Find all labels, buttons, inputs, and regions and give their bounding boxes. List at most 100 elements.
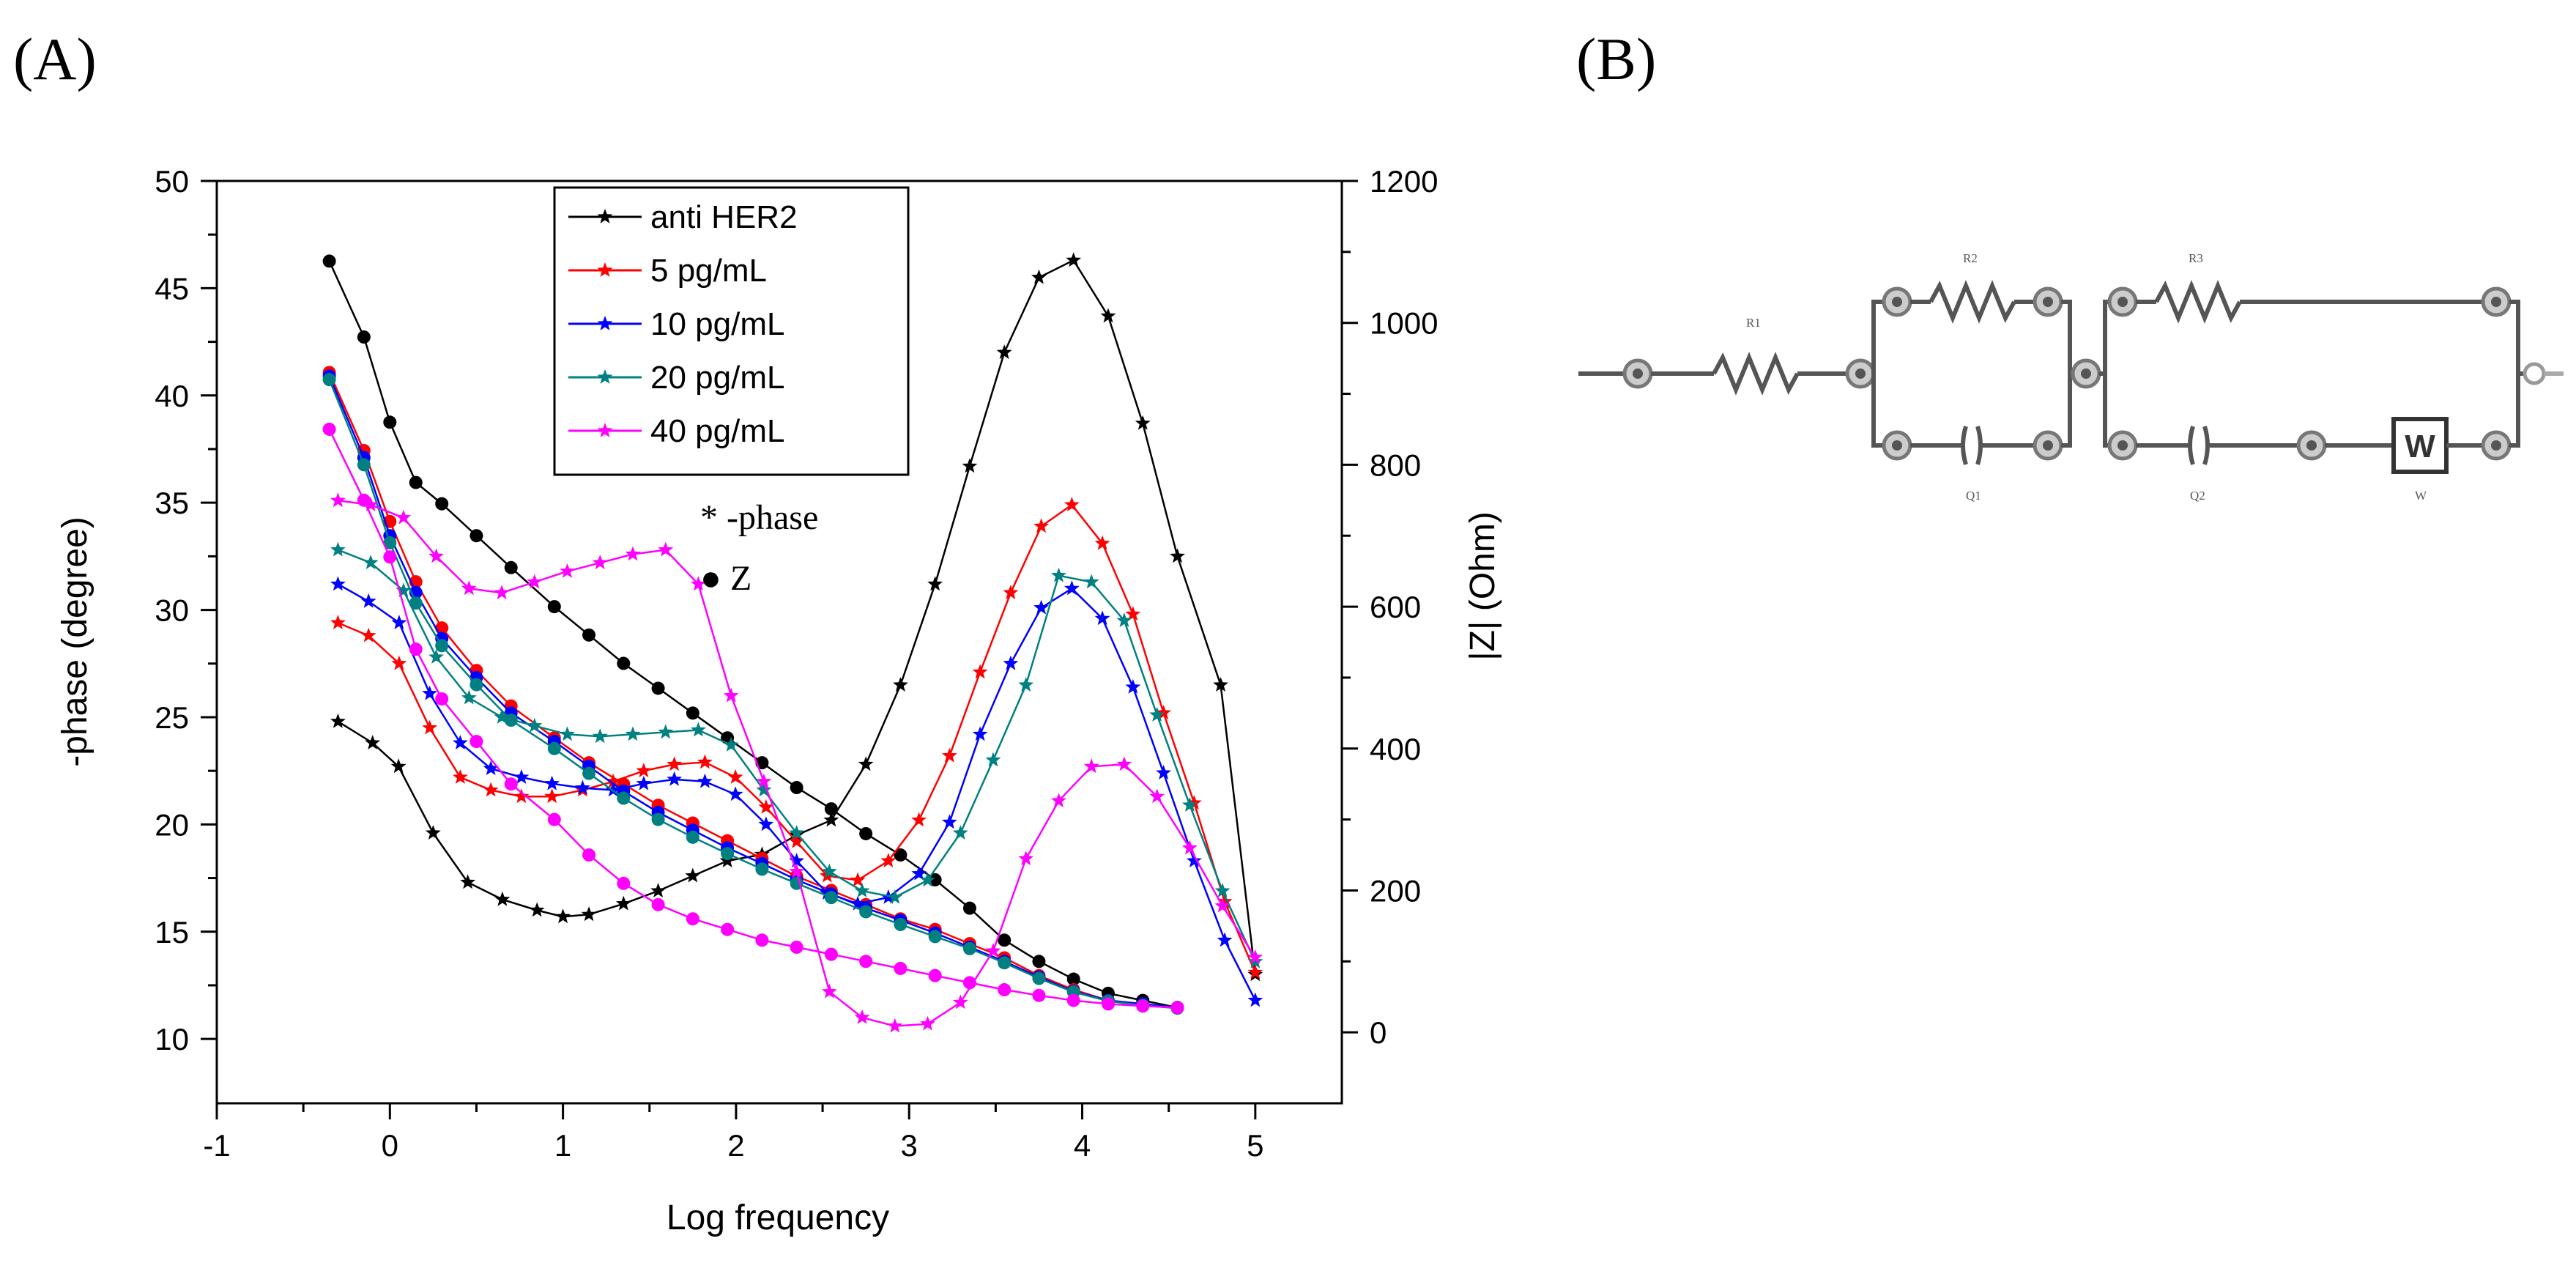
y-left-tick-label: 35 xyxy=(155,486,189,520)
z-point xyxy=(928,873,942,886)
node-6 xyxy=(2033,430,2063,461)
z-point xyxy=(617,791,631,805)
z-point xyxy=(859,905,873,919)
series-layer xyxy=(322,252,1263,1033)
phase-point xyxy=(1094,535,1110,550)
x-tick-label: -1 xyxy=(203,1128,230,1163)
z-point xyxy=(1101,997,1115,1011)
phase-point xyxy=(650,883,666,897)
z-point xyxy=(998,956,1012,970)
z-point xyxy=(1032,955,1046,968)
phase-point xyxy=(911,865,927,881)
x-axis-title: Log frequency xyxy=(667,1199,889,1237)
legend-marker xyxy=(597,262,613,277)
panel-label-b: (B) xyxy=(1576,26,1656,92)
phase-point xyxy=(1033,599,1050,615)
wire xyxy=(2099,300,2109,376)
phase-point xyxy=(887,889,903,904)
phase-point xyxy=(1149,707,1165,722)
phase-point xyxy=(396,582,412,598)
z-point xyxy=(686,830,699,844)
phase-point xyxy=(823,812,839,827)
phase-point xyxy=(756,782,772,797)
q1-label: Q1 xyxy=(1966,489,1981,503)
z-point xyxy=(721,847,735,861)
phase-point xyxy=(1214,883,1231,897)
phase-point xyxy=(952,994,968,1010)
phase-point xyxy=(1094,610,1110,626)
phase-point xyxy=(1064,580,1080,596)
z-point xyxy=(1066,993,1080,1007)
series-anti-her2 xyxy=(322,252,1263,1015)
z-point xyxy=(721,922,735,936)
node-11 xyxy=(2296,430,2327,461)
z-point xyxy=(686,706,699,720)
y-left-tick-label: 25 xyxy=(155,700,189,735)
phase-point xyxy=(727,786,743,801)
z-point xyxy=(435,497,449,511)
phase-point xyxy=(911,812,927,827)
phase-point xyxy=(1018,677,1034,692)
phase-point xyxy=(363,555,379,570)
legend-label: 20 pg/mL xyxy=(650,360,784,396)
phase-point xyxy=(1247,949,1263,964)
z-point xyxy=(435,692,449,705)
phase-point xyxy=(1003,585,1019,600)
z-point xyxy=(928,968,942,982)
phase-point xyxy=(789,833,805,848)
phase-point xyxy=(1247,992,1263,1007)
phase-point xyxy=(365,735,381,749)
z-point xyxy=(357,458,371,472)
y-right-tick-label: 800 xyxy=(1370,448,1421,482)
phase-point xyxy=(1125,679,1141,694)
phase-point xyxy=(636,775,652,790)
z-point xyxy=(790,781,803,795)
legend-marker xyxy=(597,423,613,437)
phase-point xyxy=(854,1009,870,1024)
phase-point xyxy=(893,677,908,692)
legend-note-phase: * -phase xyxy=(700,498,818,537)
z-point xyxy=(998,983,1012,997)
phase-point xyxy=(625,546,641,561)
phase-point xyxy=(483,760,499,776)
phase-point xyxy=(636,763,652,778)
node-1 xyxy=(1622,358,1653,389)
z-point xyxy=(617,656,631,670)
phase-point xyxy=(821,983,837,999)
z-line-anti-her2 xyxy=(328,260,1178,1009)
phase-point xyxy=(330,541,346,557)
phase-point xyxy=(1247,953,1263,968)
resistor-r1-symbol xyxy=(1712,352,1800,396)
phase-point xyxy=(1213,677,1228,692)
z-point xyxy=(409,596,423,610)
node-8 xyxy=(2107,286,2138,317)
z-point xyxy=(755,862,769,876)
z-point xyxy=(894,848,907,862)
phase-point xyxy=(1181,797,1198,812)
legend-marker xyxy=(597,369,613,384)
phase-point xyxy=(658,724,674,739)
phase-point xyxy=(555,908,571,924)
z-point xyxy=(894,961,907,975)
phase-point xyxy=(697,754,713,769)
z-point xyxy=(928,930,942,944)
phase-point xyxy=(529,902,545,917)
legend-label: 10 pg/mL xyxy=(650,306,784,342)
z-point xyxy=(859,955,873,968)
z-point xyxy=(582,848,596,862)
z-point xyxy=(547,741,561,755)
z-point xyxy=(617,876,631,890)
z-point xyxy=(1032,988,1046,1002)
z-point xyxy=(824,802,838,816)
legend-entries: anti HER2 5 pg/mL 10 pg/mL 20 pg/mL 40 pg/mL xyxy=(568,199,798,449)
y-right-axis-title: |Z| (Ohm) xyxy=(1463,511,1502,661)
z-point xyxy=(547,600,561,614)
phase-point xyxy=(727,769,743,784)
phase-point xyxy=(1135,415,1151,430)
phase-point xyxy=(605,782,621,797)
phase-point xyxy=(428,548,445,563)
phase-point xyxy=(887,1018,903,1033)
z-point xyxy=(651,812,665,826)
y-left-tick-label: 30 xyxy=(155,593,189,628)
